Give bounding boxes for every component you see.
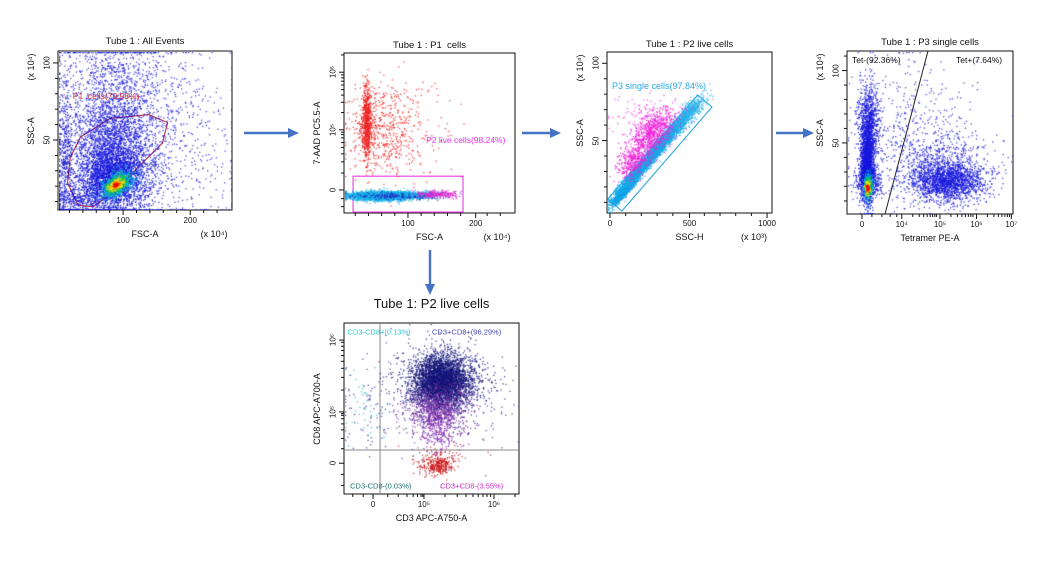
gate-label: P2 live cells(98.24%) (426, 135, 506, 146)
y-tick-label: 50 (591, 136, 601, 145)
y-tick-label: 100 (591, 56, 601, 70)
y-tick-label: 10⁵ (328, 405, 338, 419)
plot-title: Tube 1 : P1 cells (392, 40, 467, 51)
gate-label: P3 single cells(97.84%) (611, 80, 706, 91)
y-tick-label: 10⁶ (328, 66, 338, 79)
plot-frame (57, 50, 233, 211)
arrow-p1-to-p2live (522, 128, 561, 138)
gate-label: CD3+CD8-(3.55%) (440, 481, 504, 491)
x-axis-label: CD3 APC-A750-A (395, 513, 468, 523)
x-tick-label: 1000 (758, 219, 776, 228)
arrow-p2live-to-p3single (776, 128, 814, 138)
x-tick-label: 200 (468, 219, 483, 228)
y-axis-label: SSC-A (26, 116, 36, 145)
x-tick-label: 500 (682, 219, 697, 228)
x-tick-label: 10⁵ (417, 500, 431, 509)
x-axis-label: SSC-H (675, 232, 704, 242)
plot-title: Tube 1 : P2 live cells (645, 39, 734, 50)
x-tick-label: 10⁶ (970, 220, 983, 229)
x-tick-label: 0 (859, 220, 865, 229)
scatter-canvas (608, 53, 772, 213)
plot-frame (343, 322, 520, 495)
gate-label: Tet+(7.64%) (956, 54, 1003, 65)
y-tick-label: 0 (328, 187, 338, 193)
y-axis-unit-label: (x 10⁴) (26, 53, 36, 81)
arrow-p1-to-quadrant (425, 250, 435, 295)
y-tick-label: 100 (42, 56, 52, 70)
scatter-canvas (848, 52, 1013, 214)
x-tick-label: 200 (183, 216, 197, 225)
y-tick-label: 50 (42, 135, 52, 145)
y-tick-label: 10⁶ (328, 333, 338, 347)
x-tick-label: 10⁷ (1005, 220, 1018, 229)
plot-frame (606, 51, 773, 214)
y-axis-label: CD8 APC-A700-A (312, 372, 322, 445)
scatter-canvas (59, 52, 232, 210)
scatter-canvas (345, 54, 515, 213)
x-tick-label: 100 (401, 219, 415, 228)
y-tick-label: 0 (328, 460, 338, 466)
x-tick-label: 10⁴ (895, 220, 908, 229)
x-axis-unit-label: (x 10³) (740, 232, 768, 242)
x-tick-label: 10⁵ (933, 220, 947, 229)
y-tick-label: 10⁵ (328, 123, 338, 136)
y-axis-label: 7-AAD PC5.5-A (312, 101, 322, 165)
arrow-allevents-to-p1 (244, 128, 299, 138)
x-axis-label: FSC-A (131, 229, 159, 239)
y-tick-label: 100 (831, 63, 841, 78)
x-axis-unit-label: (x 10⁴) (200, 229, 228, 239)
plot-frame (343, 52, 516, 214)
plot-title: Tube 1: P2 live cells (373, 296, 490, 311)
plot-title: Tube 1 : All Events (105, 36, 185, 47)
gate-label: CD3-CD8-(0.03%) (350, 481, 412, 491)
y-axis-label: SSC-A (575, 118, 585, 147)
x-axis-label: Tetramer PE-A (900, 233, 960, 243)
x-axis-label: FSC-A (416, 232, 443, 242)
y-axis-unit-label: (x 10⁴) (815, 53, 825, 81)
plot-frame (846, 50, 1014, 215)
gate-label: CD3-CD8+(0.13%) (347, 327, 411, 337)
x-tick-label: 0 (370, 500, 376, 509)
x-tick-label: 100 (116, 216, 130, 225)
plot-title: Tube 1 : P3 single cells (881, 37, 979, 48)
scatter-canvas (345, 324, 519, 494)
gate-label: P1 cells(79.98%) (72, 90, 140, 101)
y-axis-label: SSC-A (815, 118, 825, 147)
x-tick-label: 0 (607, 219, 613, 228)
gate-label: CD3+CD8+(96.29%) (432, 327, 502, 337)
x-axis-unit-label: (x 10⁴) (483, 232, 511, 242)
x-tick-label: 10⁶ (487, 500, 501, 509)
y-tick-label: 50 (831, 138, 841, 148)
gate-label: Tet-(92.36%) (851, 54, 901, 65)
y-axis-unit-label: (x 10⁴) (575, 54, 585, 82)
